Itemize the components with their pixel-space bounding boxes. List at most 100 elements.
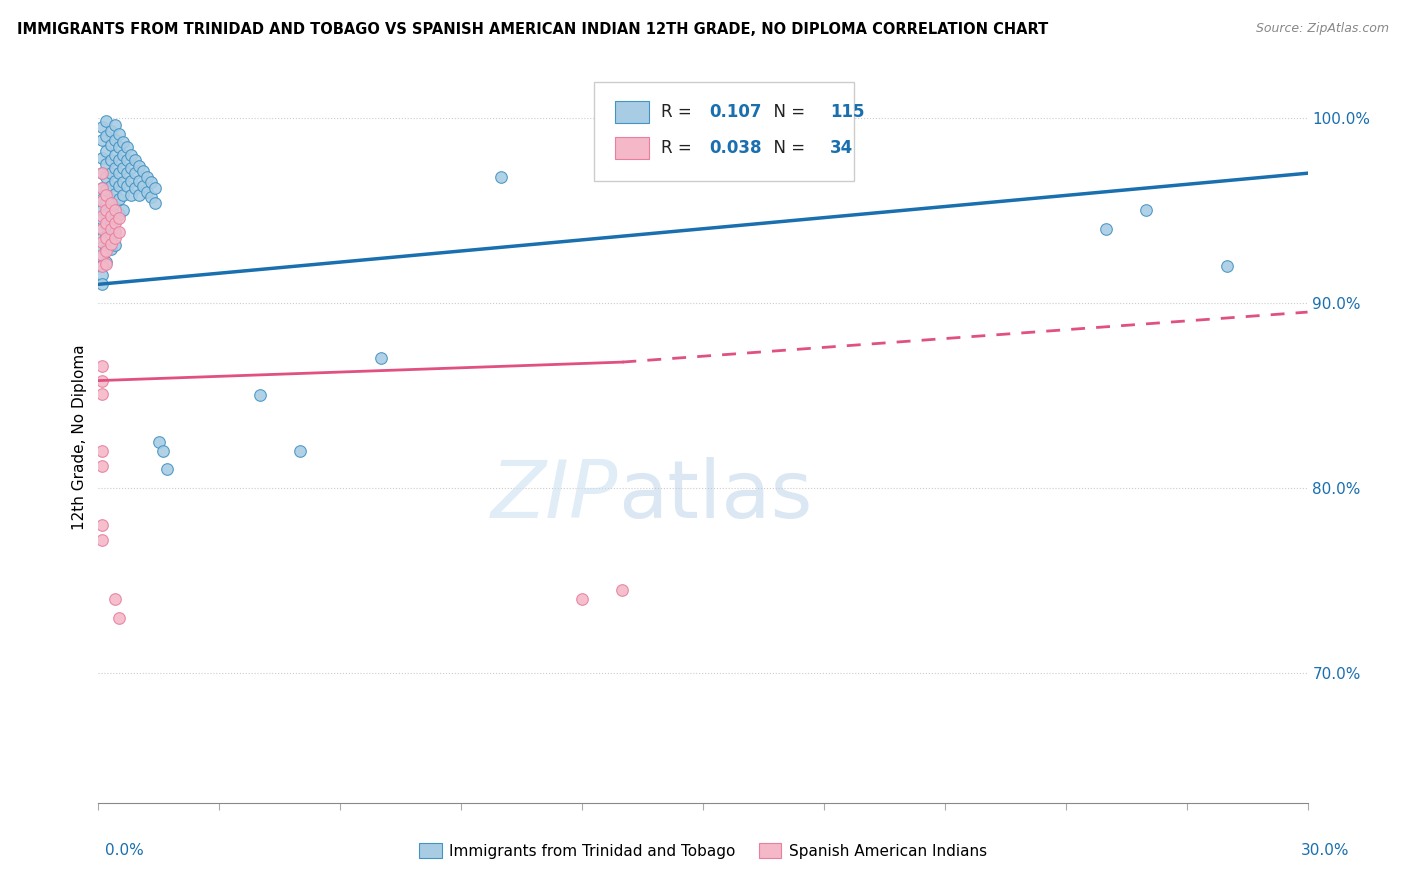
- Point: [115, 179, 138, 194]
- Point: [96, 183, 118, 197]
- Point: [249, 388, 271, 402]
- Point: [100, 203, 122, 218]
- Point: [100, 179, 122, 194]
- Point: [96, 218, 118, 232]
- Point: [103, 186, 125, 201]
- Point: [103, 161, 125, 175]
- Point: [124, 153, 146, 168]
- Point: [124, 181, 146, 195]
- Point: [91, 166, 114, 180]
- Text: Source: ZipAtlas.com: Source: ZipAtlas.com: [1256, 22, 1389, 36]
- Text: 115: 115: [830, 103, 865, 120]
- Point: [107, 192, 129, 206]
- Point: [91, 209, 114, 223]
- Point: [1216, 259, 1239, 273]
- Point: [96, 255, 118, 269]
- Point: [96, 207, 118, 221]
- Point: [103, 118, 125, 132]
- Point: [91, 374, 114, 388]
- Point: [100, 229, 122, 244]
- Point: [91, 181, 114, 195]
- Point: [120, 173, 142, 187]
- Point: [107, 179, 129, 194]
- FancyBboxPatch shape: [614, 137, 648, 159]
- Point: [111, 188, 134, 202]
- Legend: Immigrants from Trinidad and Tobago, Spanish American Indians: Immigrants from Trinidad and Tobago, Spa…: [412, 837, 994, 864]
- Point: [91, 259, 114, 273]
- Point: [96, 169, 118, 184]
- Point: [111, 203, 134, 218]
- Text: 0.0%: 0.0%: [105, 843, 145, 858]
- Point: [103, 212, 125, 227]
- Point: [124, 166, 146, 180]
- Point: [91, 166, 114, 180]
- Point: [91, 231, 114, 245]
- Point: [91, 194, 114, 208]
- Point: [288, 444, 311, 458]
- Point: [96, 244, 118, 258]
- Point: [91, 120, 114, 134]
- Point: [91, 250, 114, 264]
- Point: [100, 123, 122, 137]
- Point: [91, 203, 114, 218]
- Point: [91, 268, 114, 282]
- Point: [96, 188, 118, 202]
- Point: [1135, 203, 1157, 218]
- Point: [491, 169, 513, 184]
- Point: [100, 209, 122, 223]
- Point: [103, 200, 125, 214]
- Point: [100, 236, 122, 251]
- Point: [100, 195, 122, 210]
- Point: [128, 188, 150, 202]
- Point: [107, 211, 129, 225]
- Point: [103, 592, 125, 607]
- Point: [1095, 221, 1118, 235]
- Point: [612, 582, 634, 597]
- Point: [370, 351, 392, 366]
- Point: [100, 153, 122, 168]
- Point: [115, 153, 138, 168]
- Text: R =: R =: [661, 139, 697, 157]
- Point: [91, 259, 114, 273]
- Point: [91, 152, 114, 166]
- Point: [91, 248, 114, 262]
- Point: [152, 444, 174, 458]
- Point: [96, 114, 118, 128]
- Point: [115, 166, 138, 180]
- Point: [103, 173, 125, 187]
- Point: [100, 166, 122, 180]
- Point: [100, 138, 122, 153]
- Text: 0.038: 0.038: [709, 139, 762, 157]
- Point: [103, 216, 125, 230]
- Point: [103, 133, 125, 147]
- Point: [132, 179, 155, 194]
- Point: [148, 434, 170, 449]
- Text: IMMIGRANTS FROM TRINIDAD AND TOBAGO VS SPANISH AMERICAN INDIAN 12TH GRADE, NO DI: IMMIGRANTS FROM TRINIDAD AND TOBAGO VS S…: [17, 22, 1047, 37]
- Point: [107, 207, 129, 221]
- FancyBboxPatch shape: [595, 82, 855, 181]
- Text: ZIP: ZIP: [491, 457, 619, 534]
- Point: [91, 458, 114, 473]
- Point: [156, 462, 179, 476]
- Point: [91, 221, 114, 235]
- Point: [103, 147, 125, 161]
- Text: 0.107: 0.107: [709, 103, 762, 120]
- Point: [96, 257, 118, 271]
- Point: [111, 176, 134, 190]
- Text: 30.0%: 30.0%: [1302, 843, 1350, 858]
- Text: R =: R =: [661, 103, 697, 120]
- Point: [96, 203, 118, 218]
- Point: [107, 166, 129, 180]
- Point: [139, 190, 162, 204]
- Point: [115, 140, 138, 154]
- Point: [107, 226, 129, 240]
- Point: [91, 277, 114, 292]
- Point: [107, 610, 129, 624]
- Y-axis label: 12th Grade, No Diploma: 12th Grade, No Diploma: [72, 344, 87, 530]
- Point: [91, 359, 114, 373]
- Point: [143, 195, 166, 210]
- Point: [96, 231, 118, 245]
- Point: [91, 133, 114, 147]
- Point: [111, 161, 134, 175]
- FancyBboxPatch shape: [614, 101, 648, 122]
